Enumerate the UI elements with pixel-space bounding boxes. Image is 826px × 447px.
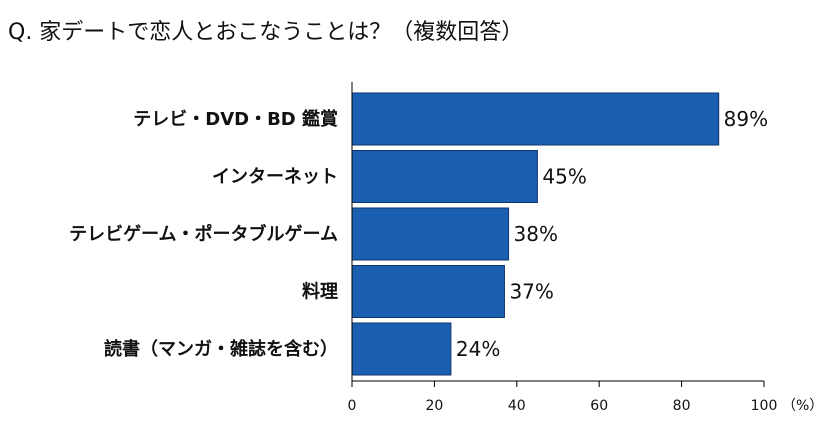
- bars-layer: テレビ・DVD・BD 鑑賞 89% インターネット 45% テレビゲーム・ポータブルゲー…: [69, 92, 768, 376]
- category-label: 読書（マンガ・雑誌を含む）: [104, 338, 338, 360]
- x-axis: 0 20 40 60 80 100 （%）: [348, 82, 823, 414]
- chart-title: Q. 家デートで恋人とおこなうことは？（複数回答）: [8, 20, 523, 45]
- bar: [351, 150, 538, 203]
- value-label: 45%: [542, 165, 586, 189]
- x-tick-label: 80: [673, 398, 691, 414]
- category-label: テレビゲーム・ポータブルゲーム: [69, 223, 338, 245]
- x-tick-label: 20: [425, 398, 443, 414]
- category-label: 料理: [302, 281, 338, 303]
- value-label: 37%: [509, 280, 553, 304]
- x-tick-label: 60: [590, 398, 608, 414]
- value-label: 38%: [514, 222, 558, 246]
- x-tick-label: 100: [751, 398, 778, 414]
- bar: [351, 265, 505, 318]
- bar: [351, 322, 452, 376]
- category-label: インターネット: [212, 167, 338, 188]
- bar: [351, 207, 510, 261]
- value-label: 24%: [456, 337, 500, 361]
- x-tick-label: 0: [348, 398, 357, 414]
- x-unit-label: （%）: [782, 398, 823, 414]
- category-label: テレビ・DVD・BD 鑑賞: [133, 108, 338, 130]
- value-label: 89%: [724, 107, 768, 131]
- x-tick-label: 40: [508, 398, 526, 414]
- bar: [351, 92, 720, 146]
